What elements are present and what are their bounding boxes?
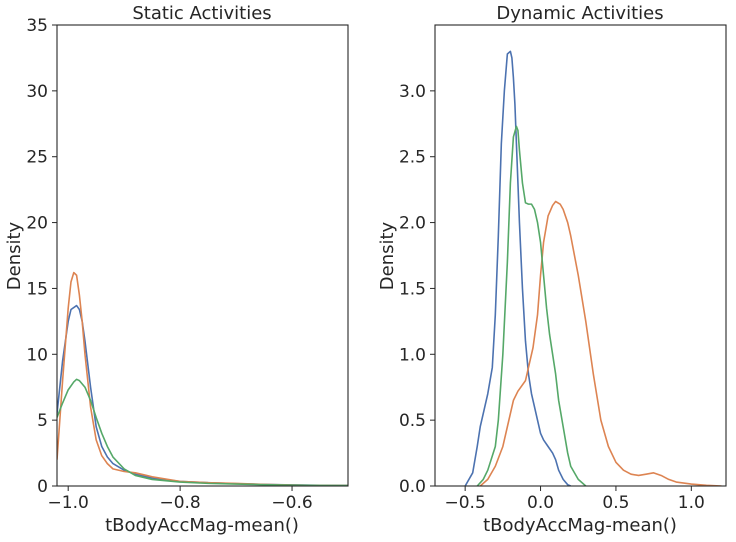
y-tick-label: 0 — [37, 477, 48, 497]
y-tick-label: 35 — [26, 16, 48, 36]
y-tick-label: 1.5 — [399, 279, 426, 299]
y-axis-label: Density — [377, 221, 398, 290]
y-tick-label: 2.0 — [399, 214, 426, 234]
y-tick-label: 0.0 — [399, 477, 426, 497]
x-tick-label: −0.5 — [445, 493, 486, 513]
x-tick-label: −0.8 — [159, 493, 200, 513]
x-tick-label: 1.0 — [678, 493, 705, 513]
kde-line-1 — [57, 304, 348, 486]
kde-line-3 — [57, 378, 348, 486]
kde-line-1 — [464, 50, 572, 486]
y-tick-label: 1.0 — [399, 345, 426, 365]
x-tick-label: 0.0 — [527, 493, 554, 513]
plot-frame — [56, 24, 349, 487]
plot-frame — [434, 24, 727, 487]
x-tick-label: −1.0 — [48, 493, 89, 513]
y-tick-label: 0.5 — [399, 411, 426, 431]
kde-line-2 — [479, 200, 722, 486]
y-tick-label: 2.5 — [399, 148, 426, 168]
y-tick-label: 10 — [26, 345, 48, 365]
kde-line-3 — [476, 125, 587, 486]
y-tick-label: 5 — [37, 411, 48, 431]
kde-line-2 — [57, 271, 348, 486]
chart-title: Dynamic Activities — [496, 3, 663, 24]
y-axis-label: Density — [4, 221, 25, 290]
y-tick-label: 15 — [26, 279, 48, 299]
y-tick-label: 25 — [26, 148, 48, 168]
x-axis-label: tBodyAccMag-mean() — [483, 515, 677, 536]
x-tick-label: 0.5 — [602, 493, 629, 513]
x-axis-label: tBodyAccMag-mean() — [105, 515, 299, 536]
x-tick-label: −0.6 — [271, 493, 312, 513]
dynamic-activities-panel: Dynamic Activities tBodyAccMag-mean() De… — [377, 3, 727, 536]
y-tick-label: 20 — [26, 214, 48, 234]
y-tick-label: 30 — [26, 82, 48, 102]
static-activities-panel: Static Activities tBodyAccMag-mean() Den… — [4, 3, 349, 536]
chart-title: Static Activities — [132, 3, 271, 24]
y-tick-label: 3.0 — [399, 82, 426, 102]
